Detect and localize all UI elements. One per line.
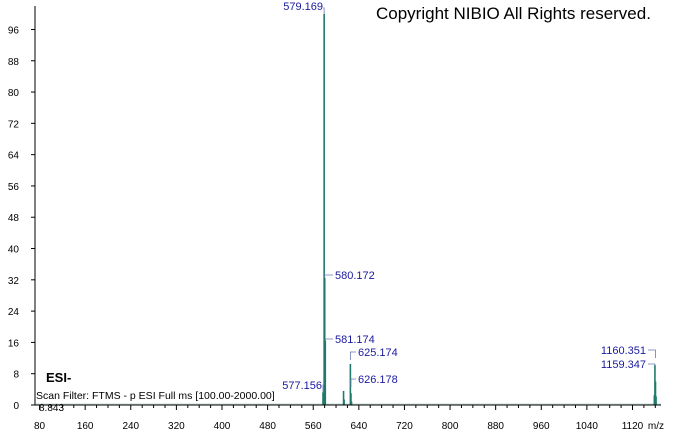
- ionization-mode: ESI-: [46, 370, 72, 385]
- peak-label: 580.172: [335, 270, 375, 282]
- peak-leader: [324, 338, 333, 341]
- peak-leader: [349, 351, 356, 360]
- peak-label: 625.174: [358, 347, 398, 359]
- y-tick-label: 64: [8, 151, 20, 162]
- x-tick-label: 640: [350, 421, 367, 432]
- peak-leader: [648, 363, 656, 366]
- peak-label: 577.156: [282, 380, 322, 392]
- x-tick-label: 1120: [622, 421, 644, 432]
- y-tick-label: 56: [8, 182, 20, 193]
- peak-label: 581.174: [335, 334, 375, 346]
- x-tick-label: 800: [442, 421, 459, 432]
- peak-leader: [322, 384, 324, 393]
- y-tick-label: 40: [8, 245, 20, 256]
- y-tick-label: 80: [8, 88, 20, 99]
- peak-label: 1160.351: [601, 345, 646, 357]
- x-tick-label: 560: [305, 421, 322, 432]
- y-tick-label: 24: [8, 307, 20, 318]
- y-tick-label: 8: [13, 370, 19, 381]
- x-tick-label: 320: [168, 421, 185, 432]
- x-tick-label: 160: [77, 421, 94, 432]
- y-tick-label: 0: [13, 401, 19, 412]
- y-tick-label: 88: [8, 57, 20, 68]
- x-tick-label: 960: [533, 421, 550, 432]
- y-tick-label: 32: [8, 276, 20, 287]
- peak-label: 579.169: [283, 1, 323, 13]
- peak-label: 626.178: [358, 374, 398, 386]
- scan-filter: Scan Filter: FTMS - p ESI Full ms [100.0…: [36, 390, 275, 402]
- x-tick-label: 720: [396, 421, 413, 432]
- x-tick-label: 240: [122, 421, 139, 432]
- x-tick-label: 80: [34, 421, 46, 432]
- copyright-notice: Copyright NIBIO All Rights reserved.: [376, 4, 651, 23]
- y-tick-label: 16: [8, 338, 20, 349]
- x-axis-title: m/z: [648, 421, 664, 432]
- corner-value: 8.843: [39, 403, 65, 414]
- peak-leader: [323, 7, 325, 14]
- x-tick-label: 880: [487, 421, 504, 432]
- x-tick-label: 480: [259, 421, 276, 432]
- peak-leader: [324, 274, 333, 278]
- peak-leader: [648, 349, 656, 358]
- y-tick-label: 96: [8, 25, 20, 36]
- peak-label: 1159.347: [601, 359, 646, 371]
- peak-leader: [350, 378, 356, 387]
- y-tick-label: 72: [8, 119, 20, 130]
- y-tick-label: 48: [8, 213, 20, 224]
- x-tick-label: 1040: [576, 421, 599, 432]
- x-tick-label: 400: [214, 421, 231, 432]
